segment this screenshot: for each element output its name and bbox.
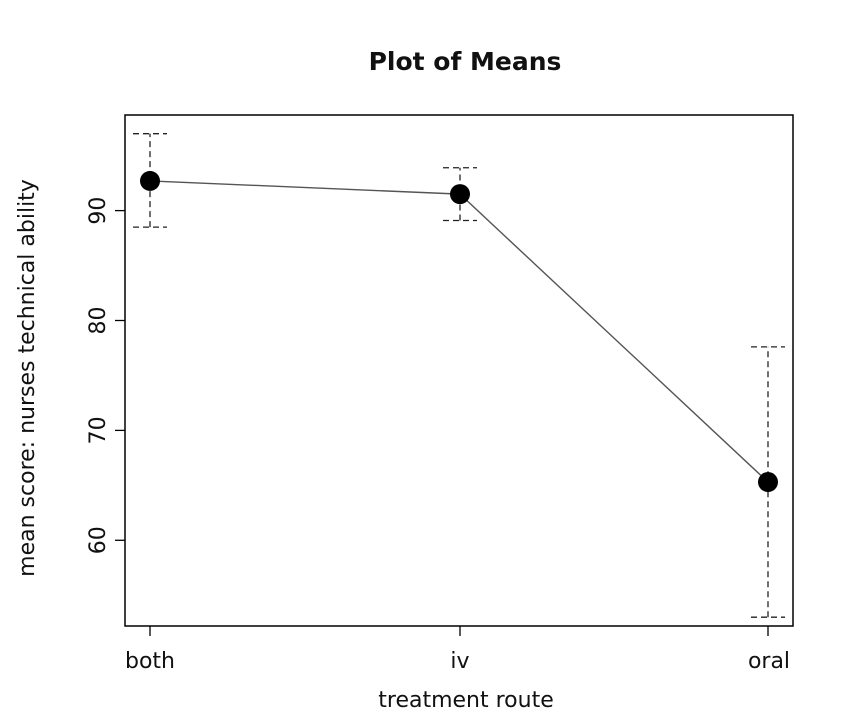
plot-frame (124, 114, 794, 627)
x-tick-label: iv (450, 649, 469, 674)
error-bars (133, 133, 785, 618)
x-tick-label: oral (748, 649, 790, 674)
y-tick-label: 80 (86, 306, 111, 334)
y-axis-label: mean score: nurses technical ability (15, 179, 40, 577)
y-tick-label: 90 (86, 197, 111, 225)
chart-title: Plot of Means (369, 47, 562, 76)
data-point (758, 472, 778, 493)
data-points (140, 170, 778, 493)
data-point (140, 170, 160, 191)
x-tick-label: both (125, 649, 175, 674)
data-point (450, 184, 470, 205)
series-line-group (149, 180, 769, 483)
y-tick-label: 70 (86, 416, 111, 444)
y-axis: 60 70 80 90 (86, 197, 125, 554)
series-line (149, 180, 769, 483)
y-tick-label: 60 (86, 526, 111, 554)
x-axis: both iv oral (125, 626, 790, 674)
x-axis-label: treatment route (378, 688, 553, 713)
